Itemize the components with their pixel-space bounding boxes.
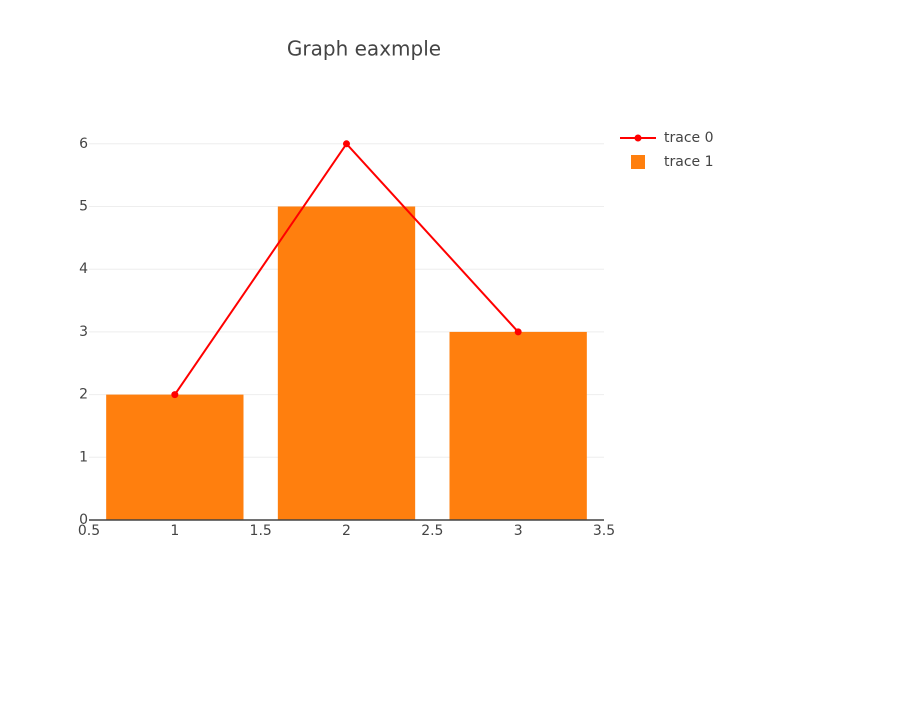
bar [449,331,587,520]
legend-swatch [631,155,645,169]
y-tick-label: 1 [79,449,88,465]
point [514,328,522,336]
x-tick-label: 3.5 [593,523,615,539]
x-tick-label: 1 [170,523,179,539]
x-tick-label: 1.5 [250,523,272,539]
chart-title: Graph eaxmple [287,37,441,61]
y-tick-label: 6 [79,136,88,152]
legend-label: trace 0 [664,130,714,146]
y-tick-label: 4 [79,261,88,277]
point [343,140,350,148]
x-tick-label: 2.5 [421,523,443,539]
legend-marker [634,134,642,142]
y-tick-label: 0 [79,512,88,528]
x-tick-label: 2 [342,523,351,539]
x-tick-label: 0.5 [78,523,100,539]
x-tick-label: 3 [514,523,523,539]
y-tick-label: 2 [79,387,88,403]
legend-label: trace 1 [664,154,714,170]
bar [106,394,244,520]
bar [277,206,416,520]
y-tick-label: 5 [79,199,88,215]
point [171,391,179,399]
y-tick-label: 3 [79,324,88,340]
